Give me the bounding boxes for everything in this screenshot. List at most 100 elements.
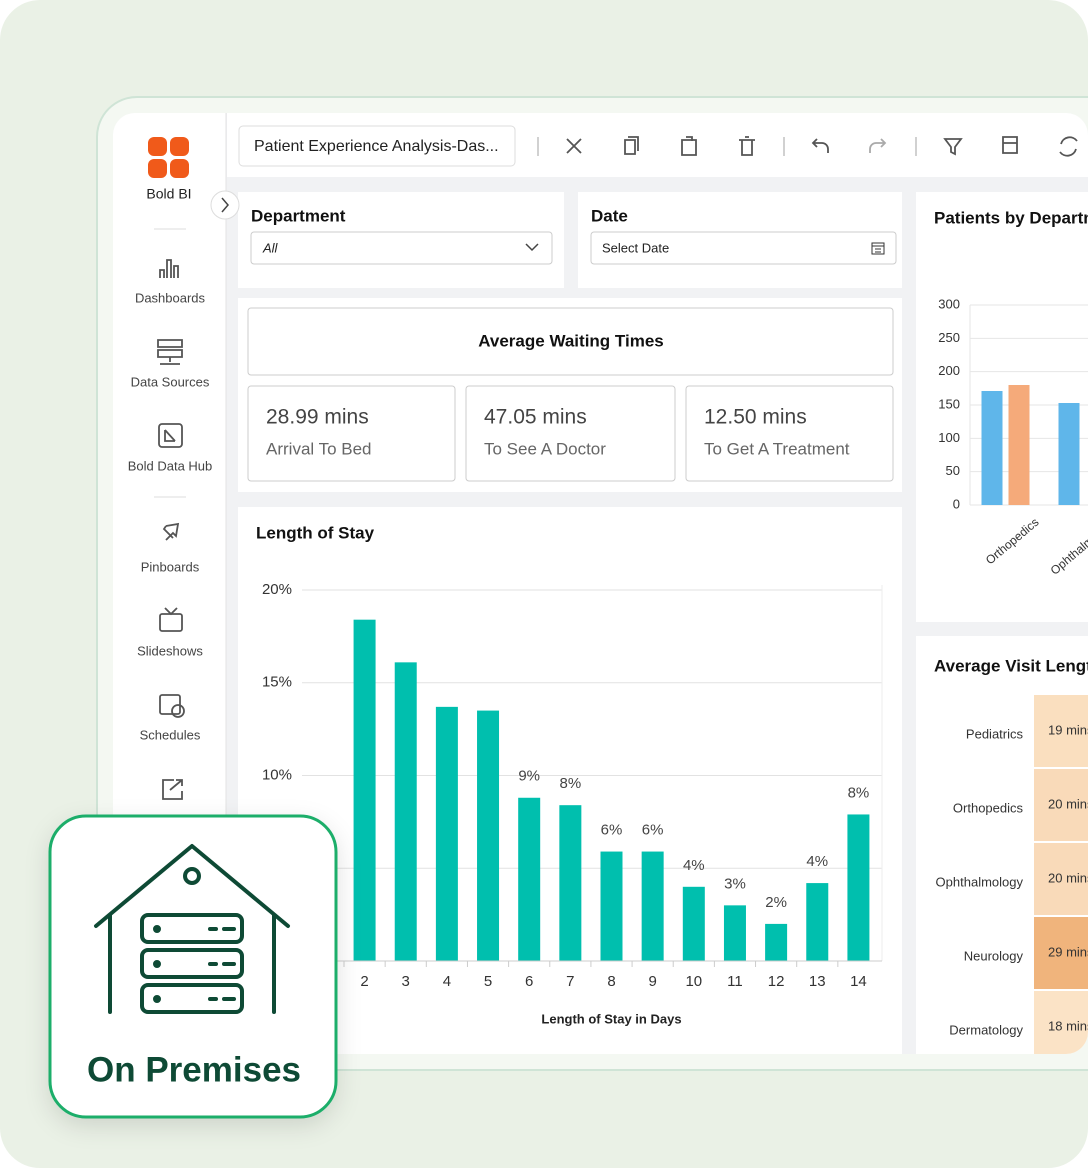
nav-data-sources[interactable]: Data Sources xyxy=(131,339,210,389)
kpi-box xyxy=(247,385,456,482)
filter-label: Date xyxy=(591,206,628,225)
kpi-list: 28.99 mins Arrival To Bed 47.05 mins To See… xyxy=(247,385,894,482)
row-label: Neurology xyxy=(964,948,1024,963)
nav-schedules[interactable]: Schedules xyxy=(140,694,201,742)
chart-title: Average Visit Length xyxy=(934,656,1088,675)
date-value: Select Date xyxy=(602,240,669,255)
on-premises-badge: On Premises xyxy=(48,814,338,1119)
row-label: Pediatrics xyxy=(966,726,1024,741)
nav-label: Bold Data Hub xyxy=(128,458,213,473)
nav-label: Dashboards xyxy=(135,290,206,305)
delete-icon[interactable] xyxy=(739,136,755,156)
y-tick-label: 100 xyxy=(938,430,960,445)
cell-label: 19 mins xyxy=(1048,722,1088,737)
copy-icon[interactable] xyxy=(624,136,639,155)
undo-icon[interactable] xyxy=(811,138,829,153)
collapse-button[interactable] xyxy=(210,190,240,220)
toolbar-icons xyxy=(537,136,1078,157)
filter-label: Department xyxy=(251,206,346,225)
x-tick-label: 6 xyxy=(525,973,533,990)
cell-label: 20 mins xyxy=(1048,870,1088,885)
data-label: 3% xyxy=(724,875,746,892)
heat-cell xyxy=(1034,769,1088,841)
data-label: 9% xyxy=(518,768,540,785)
logo[interactable] xyxy=(148,137,189,178)
cell-label: 18 mins xyxy=(1048,1018,1088,1033)
data-label: 8% xyxy=(560,775,582,792)
kpi-value: 12.50 mins xyxy=(704,406,807,429)
data-label: 2% xyxy=(765,894,787,911)
data-label: 4% xyxy=(806,853,828,870)
y-tick-label: 20% xyxy=(262,581,292,598)
heat-cell xyxy=(1034,843,1088,915)
x-tick-label: 2 xyxy=(360,973,368,990)
bar xyxy=(641,851,664,961)
chart-title: Length of Stay xyxy=(256,523,375,542)
bar xyxy=(847,814,870,961)
heat-cell xyxy=(1034,991,1088,1054)
x-tick-label: 8 xyxy=(607,973,615,990)
nav-label: Data Sources xyxy=(131,374,210,389)
collapse-chevron xyxy=(221,197,229,213)
badge-label: On Premises xyxy=(87,1050,301,1089)
nav-data-hub[interactable]: Bold Data Hub xyxy=(128,423,213,473)
brand: Bold BI xyxy=(146,186,191,202)
data-label: 4% xyxy=(683,857,705,874)
dashboard-title: Patient Experience Analysis-Das... xyxy=(254,138,499,155)
row-label: Ophthalmology xyxy=(936,874,1024,889)
heat-cell xyxy=(1034,695,1088,767)
bar xyxy=(518,797,541,961)
kpi-title-box xyxy=(247,307,894,376)
nav-label: Schedules xyxy=(140,727,201,742)
x-axis-title: Length of Stay in Days xyxy=(541,1011,681,1026)
x-tick-label: 5 xyxy=(484,973,492,990)
y-tick-label: 250 xyxy=(938,330,960,345)
kpi-box xyxy=(465,385,676,482)
filter-icon[interactable] xyxy=(943,138,963,156)
date-picker[interactable] xyxy=(590,231,897,265)
x-tick-label: 4 xyxy=(443,973,451,990)
kpi-title: Average Waiting Times xyxy=(478,331,663,350)
bar xyxy=(806,883,829,961)
kpi-label: To Get A Treatment xyxy=(704,439,850,458)
nav-label: Pinboards xyxy=(141,559,200,574)
redo-icon[interactable] xyxy=(869,138,887,153)
bar xyxy=(353,619,376,961)
data-label: 8% xyxy=(848,784,870,801)
nav-dashboards[interactable]: Dashboards xyxy=(135,259,206,305)
bar xyxy=(477,710,500,961)
row-label: Orthopedics xyxy=(953,800,1024,815)
chart-card xyxy=(238,507,902,1054)
kpi-value: 47.05 mins xyxy=(484,406,587,429)
x-tick-label: 14 xyxy=(850,973,867,990)
heat-cell xyxy=(1034,917,1088,989)
bar xyxy=(394,662,417,961)
y-tick-label: 150 xyxy=(938,396,960,411)
row-label: Dermatology xyxy=(949,1022,1023,1037)
cell-label: 20 mins xyxy=(1048,796,1088,811)
x-tick-label: 3 xyxy=(402,973,410,990)
dropdown[interactable] xyxy=(250,231,553,265)
x-tick-label: 13 xyxy=(809,973,826,990)
dashboard-title-box[interactable] xyxy=(238,125,516,167)
nav-pinboards[interactable]: Pinboards xyxy=(141,522,200,574)
x-tick-label: 7 xyxy=(566,973,574,990)
kpi-box xyxy=(685,385,894,482)
calendar-icon xyxy=(871,242,885,255)
paste-icon[interactable] xyxy=(681,136,697,156)
kpi-label: Arrival To Bed xyxy=(266,439,372,458)
chart-title: Patients by Department xyxy=(934,208,1088,227)
nav-slideshows[interactable]: Slideshows xyxy=(137,607,203,658)
x-tick-label: 11 xyxy=(727,973,743,990)
x-tick-label: 10 xyxy=(685,973,702,990)
cut-icon[interactable] xyxy=(566,138,582,154)
y-tick-label: 10% xyxy=(262,766,292,783)
nav-share[interactable] xyxy=(162,779,183,800)
data-label: 6% xyxy=(601,822,623,839)
cell-label: 29 mins xyxy=(1048,944,1088,959)
kpi-label: To See A Doctor xyxy=(484,439,606,458)
data-icon[interactable] xyxy=(1002,136,1018,154)
refresh-icon[interactable] xyxy=(1059,136,1078,157)
chevron xyxy=(525,243,539,252)
